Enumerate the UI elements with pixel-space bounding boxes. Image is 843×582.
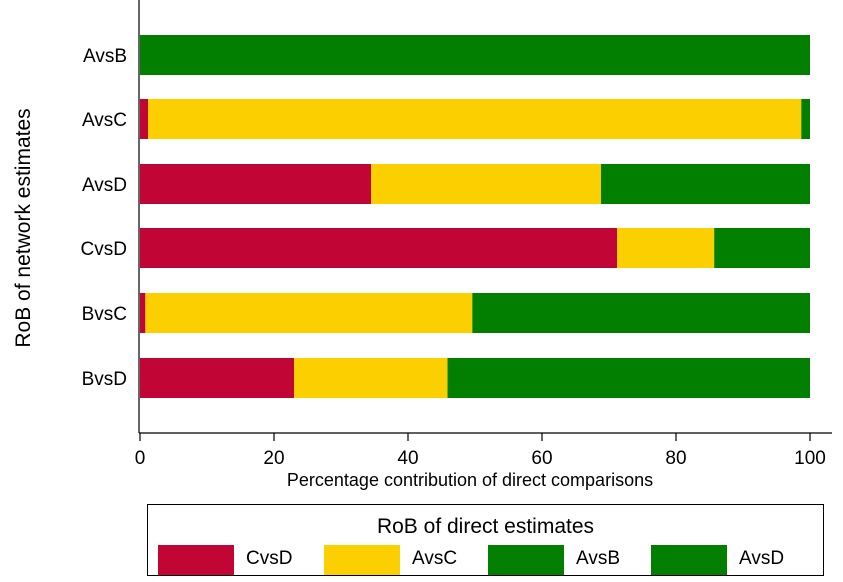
y-tick-label: AvsB (83, 46, 127, 67)
x-tick-label: 60 (531, 448, 552, 469)
legend-label: CvsD (246, 548, 293, 569)
bar-segment-avsd-avsc (371, 164, 601, 204)
legend-label: AvsC (412, 548, 458, 569)
x-tick-label: 100 (794, 448, 826, 469)
bar-segment-bvsd-avsc (294, 358, 448, 398)
y-tick-label: BvsD (82, 369, 127, 390)
bars-group (140, 35, 810, 398)
x-tick-label: 20 (263, 448, 284, 469)
x-tick-label: 80 (665, 448, 686, 469)
x-tick-label: 40 (397, 448, 418, 469)
bar-segment-cvsd-avsb (714, 228, 810, 268)
bar-segment-avsd-cvsd (140, 164, 372, 204)
y-tick-label: CvsD (81, 239, 127, 260)
bar-segment-avsc-cvsd (140, 99, 149, 139)
bar-segment-bvsd-cvsd (140, 358, 295, 398)
legend-label: AvsD (739, 548, 785, 569)
bar-segment-cvsd-cvsd (140, 228, 618, 268)
bar-segment-avsd-avsd (600, 164, 810, 204)
x-ticks-group: 0 20 40 60 80 100 (135, 433, 826, 469)
legend-title: RoB of direct estimates (376, 515, 595, 538)
y-tick-label: AvsC (82, 110, 127, 131)
chart: 0 20 40 60 80 100 AvsB AvsC AvsD CvsD BvsC BvsD Pe… (12, 0, 832, 490)
bar-segment-bvsc-avsc (145, 293, 473, 333)
legend: RoB of direct estimates CvsD AvsC AvsB A… (147, 504, 824, 576)
bar-segment-bvsc-avsb (472, 293, 810, 333)
legend-swatch (488, 545, 564, 575)
x-tick-label: 0 (135, 448, 146, 469)
y-tick-label: BvsC (82, 304, 127, 325)
legend-swatch (324, 545, 400, 575)
legend-swatch (651, 545, 727, 575)
bar-segment-bvsd-avsb (447, 358, 810, 398)
legend-swatch (158, 545, 234, 575)
bar-segment-cvsd-avsc (617, 228, 715, 268)
bar-segment-avsc-avsc (148, 99, 802, 139)
y-tick-label: AvsD (82, 175, 127, 196)
bar-segment-avsb-avsb (140, 35, 810, 75)
y-axis-label: RoB of network estimates (12, 108, 35, 347)
x-axis-label: Percentage contribution of direct compar… (287, 470, 653, 490)
bar-segment-bvsc-cvsd (140, 293, 146, 333)
legend-label: AvsB (576, 548, 621, 569)
y-categories-group: AvsB AvsC AvsD CvsD BvsC BvsD (81, 46, 127, 390)
bar-segment-avsc-avsb (801, 99, 810, 139)
